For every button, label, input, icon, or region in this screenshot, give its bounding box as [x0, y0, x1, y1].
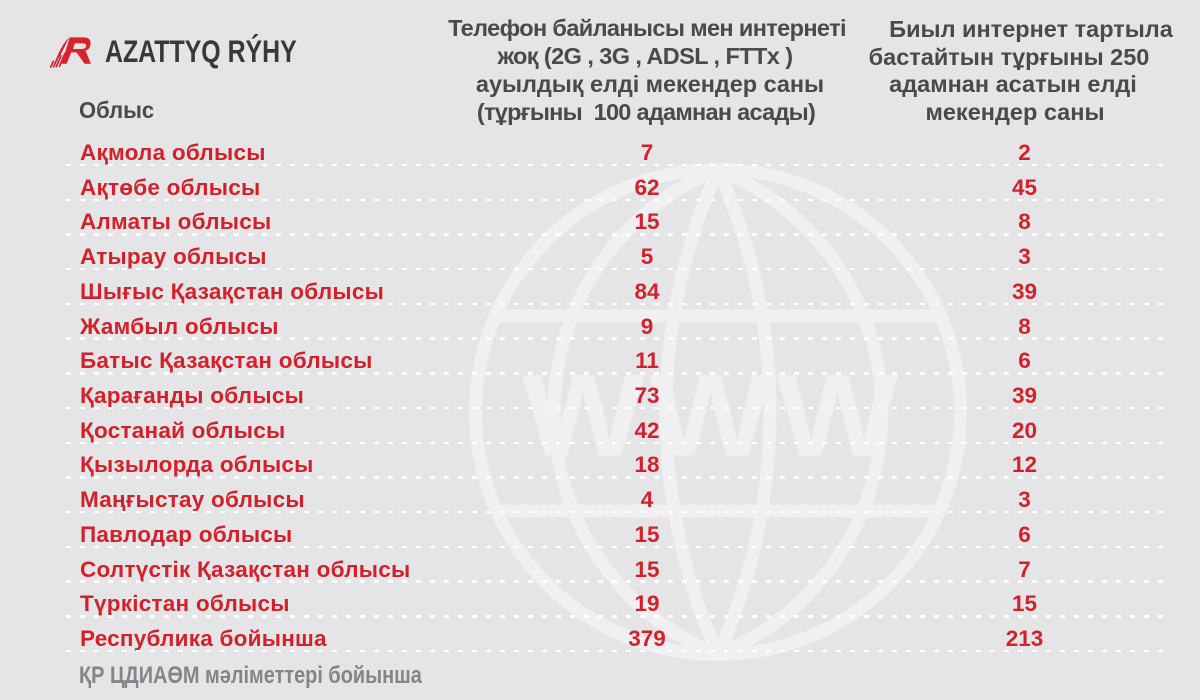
svg-text:WWW: WWW	[522, 351, 903, 481]
